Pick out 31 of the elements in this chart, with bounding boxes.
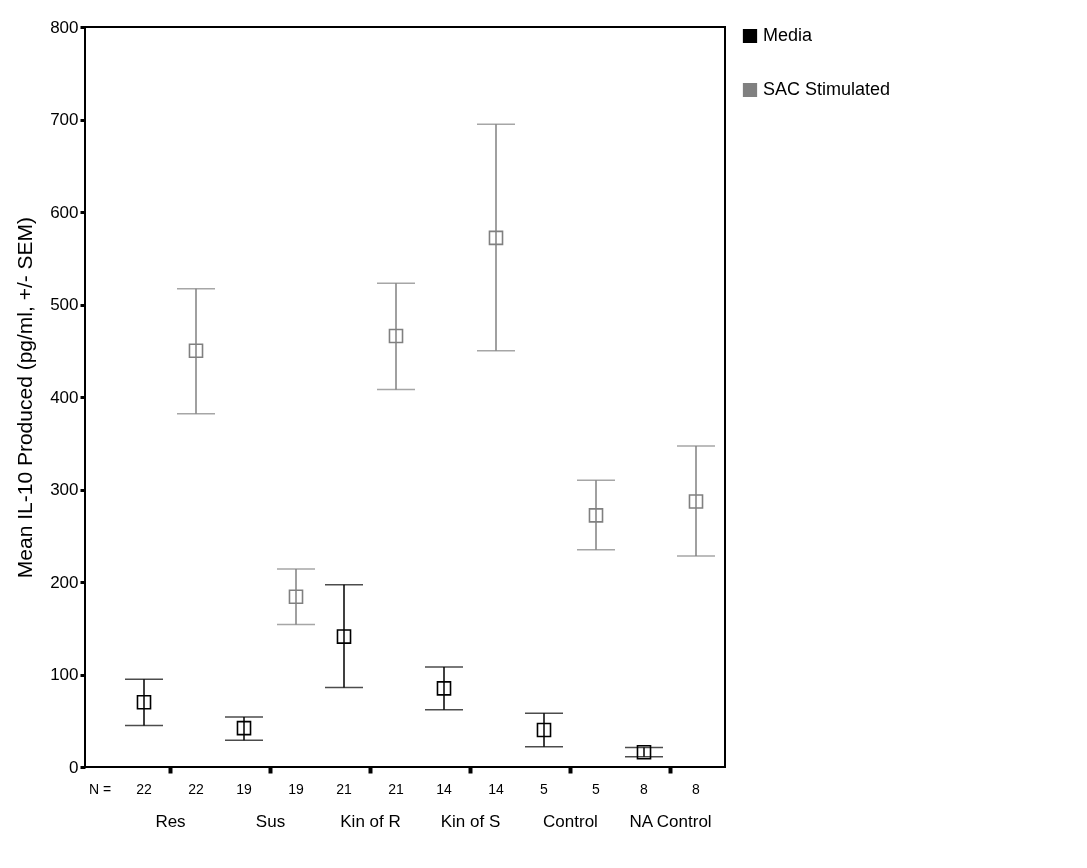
text: N = [89,781,112,797]
text: 22 [136,781,152,797]
y-tick-label: 500 [50,295,79,314]
text: 14 [436,781,452,797]
legend-label: SAC Stimulated [763,79,891,99]
text: 19 [288,781,304,797]
legend-label: Media [763,25,814,45]
text: 21 [336,781,352,797]
text: 5 [540,781,549,797]
text: 8 [640,781,649,797]
text: 14 [488,781,504,797]
y-tick-label: 800 [50,17,79,37]
y-tick-label: 400 [50,387,79,407]
x-tick-label: NA Control [629,811,712,831]
y-tick-label: 200 [50,572,79,592]
x-tick-label: Kin of R [340,811,401,831]
y-tick-label: 600 [50,202,79,222]
text: 19 [236,781,252,797]
text: 5 [592,781,601,797]
text: 8 [692,781,701,797]
y-axis-title: Mean IL-10 Produced (pg/ml, +/- SEM) [13,216,37,579]
x-tick-label: Sus [255,811,286,831]
text: 22 [188,781,204,797]
x-tick-label: Kin of S [440,811,501,831]
y-tick-label: 100 [50,665,79,684]
y-tick-label: 0 [69,757,79,777]
y-tick-label: 300 [50,480,79,499]
x-tick-label: Res [155,811,186,831]
y-tick-label: 700 [50,110,79,129]
text: 21 [388,781,404,797]
x-tick-label: Control [543,811,598,831]
